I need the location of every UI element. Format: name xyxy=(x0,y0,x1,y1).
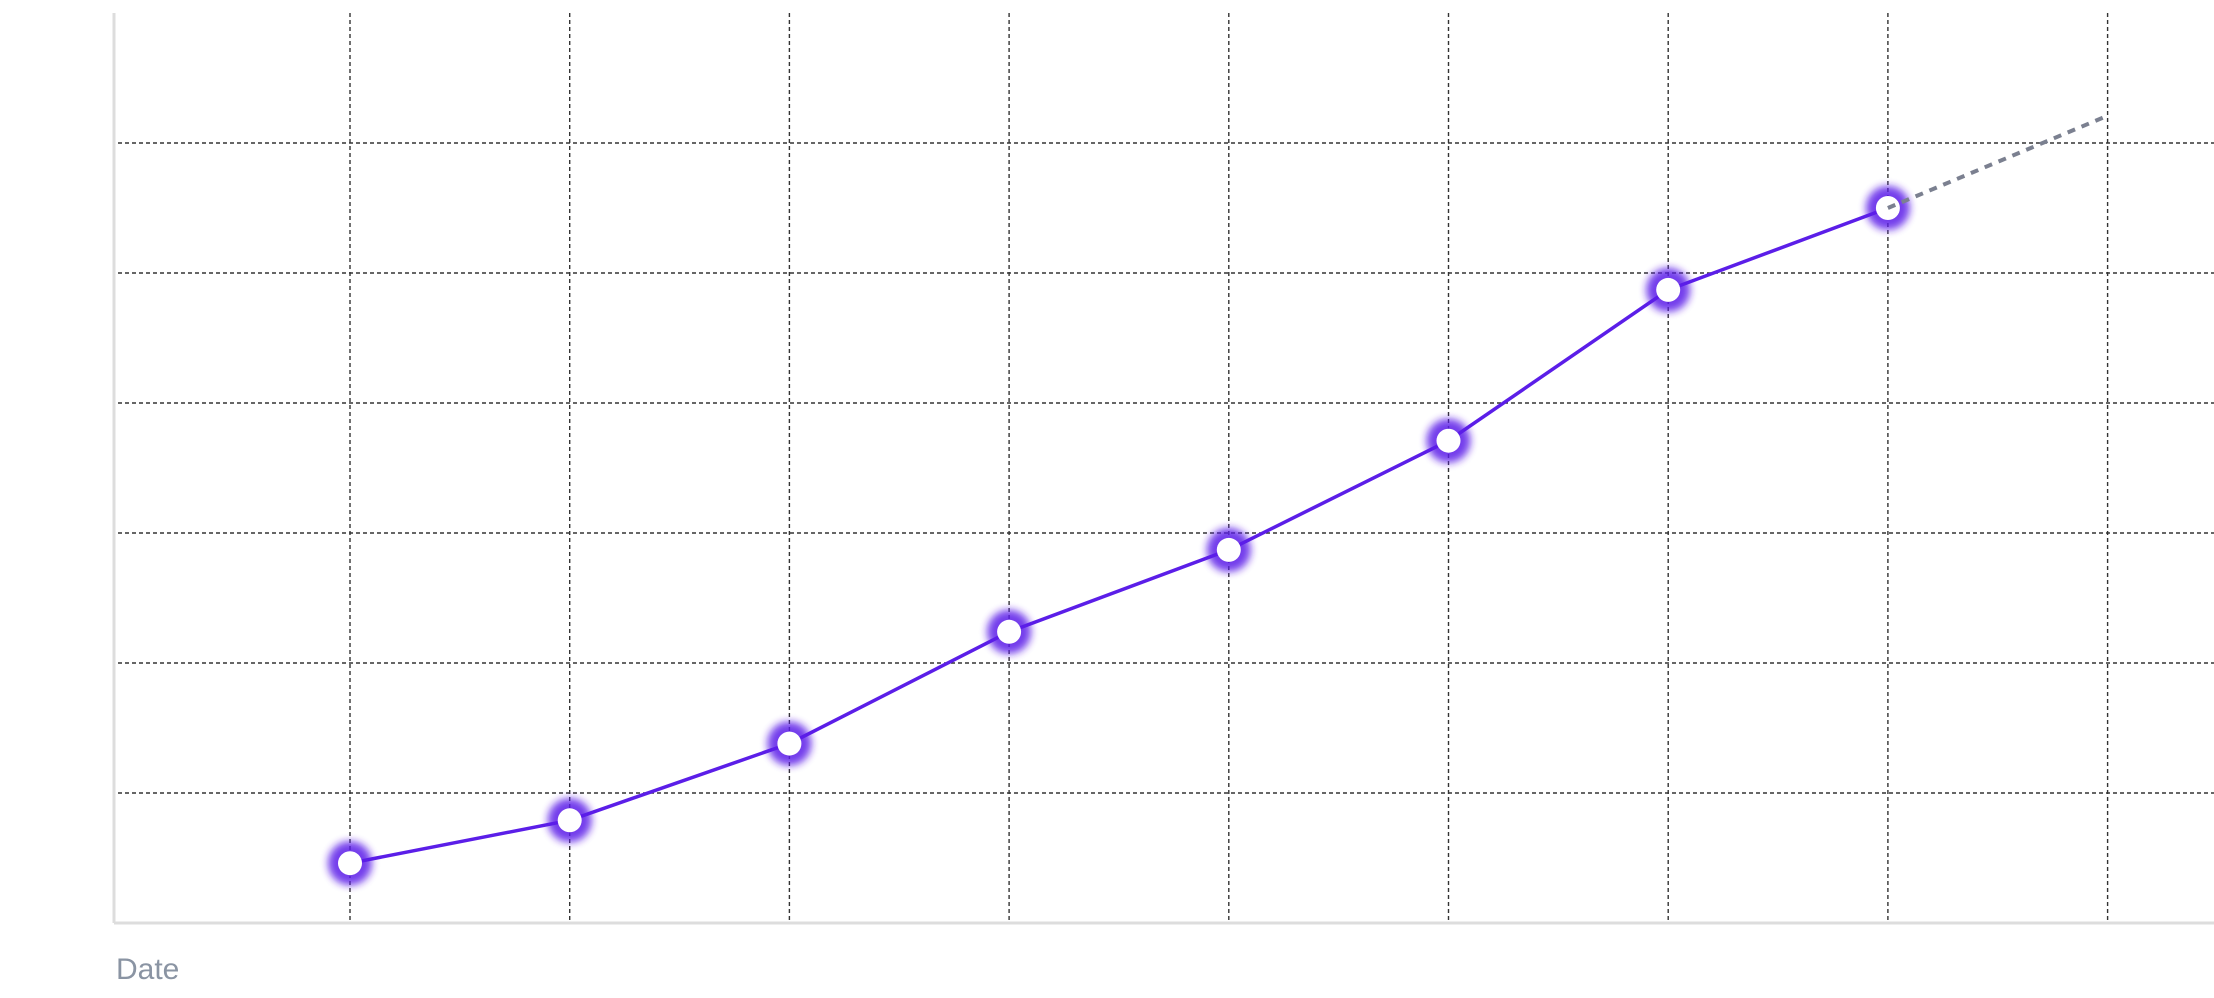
series-line xyxy=(1887,113,2109,210)
x-axis-label: Date xyxy=(116,953,179,986)
marker xyxy=(997,619,1022,644)
marker xyxy=(1436,428,1461,453)
marker xyxy=(557,808,582,833)
marker xyxy=(777,731,802,756)
marker xyxy=(338,851,362,876)
marker xyxy=(1216,537,1241,562)
marker xyxy=(1656,277,1681,302)
series-line xyxy=(349,206,1889,865)
